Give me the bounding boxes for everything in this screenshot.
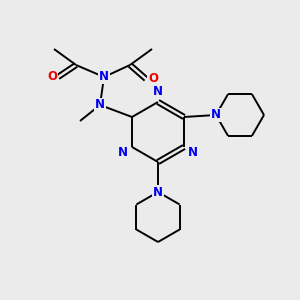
Text: N: N	[99, 70, 109, 83]
Text: N: N	[153, 185, 163, 199]
Text: O: O	[148, 73, 158, 85]
Text: N: N	[188, 146, 198, 159]
Text: O: O	[47, 70, 57, 83]
Text: N: N	[118, 146, 128, 159]
Text: N: N	[153, 85, 163, 98]
Text: N: N	[211, 109, 221, 122]
Text: N: N	[95, 98, 105, 112]
